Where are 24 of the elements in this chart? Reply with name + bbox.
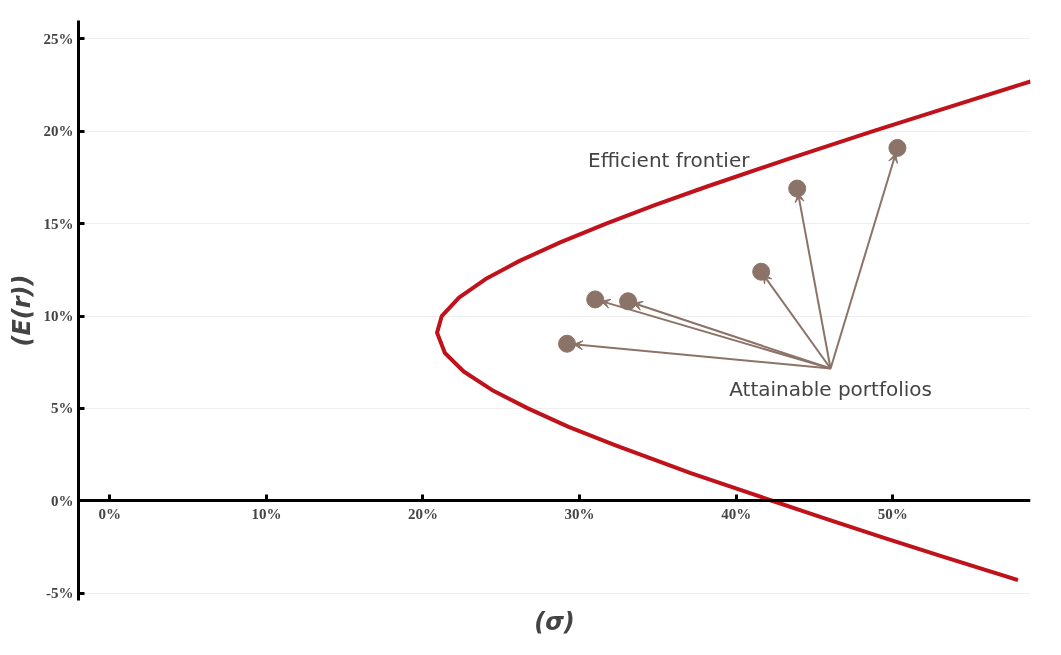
y-tick-label: 5%: [51, 400, 74, 417]
annotation: Attainable portfolios: [729, 376, 932, 401]
y-axis-title: (E(r)): [7, 274, 36, 347]
y-tick-label: 15%: [43, 215, 74, 232]
y-tick-label: 25%: [43, 30, 74, 47]
line-series: [435, 79, 1031, 583]
x-tick-label: 10%: [251, 505, 282, 522]
annotation: Efficient frontier: [588, 147, 751, 172]
point: [558, 334, 577, 353]
point: [788, 179, 807, 198]
point: [619, 292, 638, 311]
point: [752, 262, 771, 281]
y-tick-label: -5%: [46, 585, 74, 602]
x-axis-title: (σ): [534, 607, 575, 636]
x-tick-label: 20%: [407, 505, 438, 522]
point: [888, 138, 907, 157]
x-tick-label: 40%: [721, 505, 752, 522]
y-tick-label: 0%: [51, 492, 74, 509]
x-tick-label: 0%: [98, 505, 122, 522]
y-tick-label: 10%: [43, 308, 74, 325]
x-tick-label: 50%: [877, 505, 908, 522]
y-tick-label: 20%: [43, 123, 74, 140]
x-tick-label: 30%: [564, 505, 595, 522]
point: [586, 290, 605, 309]
